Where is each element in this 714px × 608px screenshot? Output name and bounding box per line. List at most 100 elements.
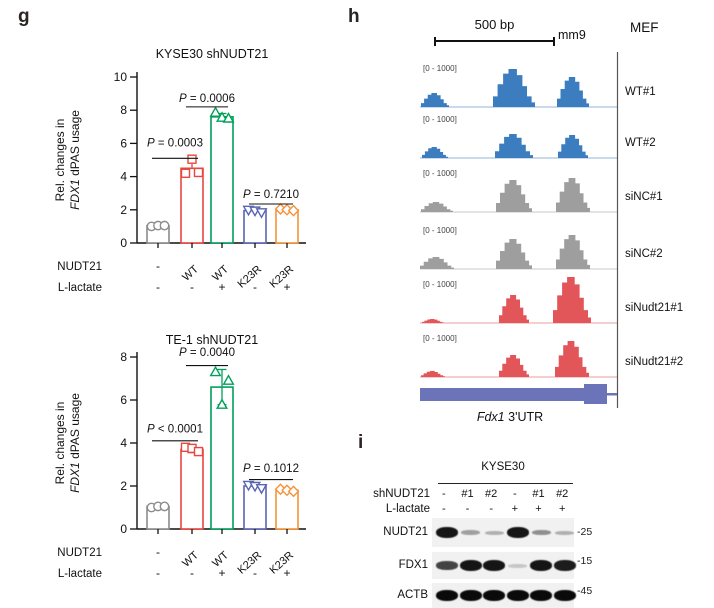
svg-text:[0 - 1000]: [0 - 1000]: [423, 169, 457, 178]
blot-band: [484, 530, 504, 535]
genome-build-label: mm9: [558, 28, 586, 42]
svg-text:[0 - 1000]: [0 - 1000]: [423, 64, 457, 73]
shnudt21-lane-values: - #1 #2 - #1 #2: [432, 488, 574, 500]
svg-text:L-lactate: L-lactate: [58, 282, 102, 294]
svg-text:P = 0.0040: P = 0.0040: [179, 347, 235, 359]
svg-text:K23R: K23R: [236, 263, 265, 290]
cell-line-header: KYSE30: [481, 461, 525, 473]
svg-text:10: 10: [114, 70, 128, 84]
svg-text:8: 8: [120, 350, 127, 364]
svg-text:siNC#2: siNC#2: [625, 248, 663, 260]
blot-band: [483, 590, 505, 601]
svg-text:K23R: K23R: [236, 549, 265, 576]
svg-text:Rel. changes in: Rel. changes in: [53, 119, 67, 202]
svg-text:WT#2: WT#2: [625, 137, 656, 149]
blot-label-fdx1: FDX1: [398, 559, 428, 571]
svg-text:siNudt21#1: siNudt21#1: [625, 302, 683, 314]
svg-text:[0 - 1000]: [0 - 1000]: [423, 226, 457, 235]
scalebar-left-tick: [434, 36, 436, 46]
svg-text:FDX1 dPAS usage: FDX1 dPAS usage: [68, 393, 82, 493]
svg-text:+: +: [218, 566, 225, 580]
svg-text:TE-1 shNUDT21: TE-1 shNUDT21: [166, 333, 258, 347]
blot-band: [530, 590, 552, 601]
svg-text:+: +: [283, 280, 290, 294]
blot-label-actb: ACTB: [397, 589, 428, 601]
svg-text:P < 0.0001: P < 0.0001: [147, 423, 203, 435]
lane-value: -: [465, 503, 470, 515]
svg-text:NUDT21: NUDT21: [57, 261, 102, 273]
header-underline: [438, 483, 573, 484]
mw-marker-15: -15: [577, 555, 593, 567]
svg-text:Rel. changes in: Rel. changes in: [53, 402, 67, 485]
svg-text:-: -: [156, 280, 160, 294]
svg-text:2: 2: [120, 203, 127, 217]
svg-text:4: 4: [120, 436, 127, 450]
lane-value: +: [558, 503, 566, 515]
svg-text:6: 6: [120, 136, 127, 150]
blot-label-nudt21: NUDT21: [383, 526, 428, 538]
svg-text:FDX1 dPAS usage: FDX1 dPAS usage: [68, 110, 82, 210]
bar-chart-kyse30: KYSE30 shNUDT21 0 2 4 6 8 10 Rel. changes in FDX…: [53, 47, 306, 294]
lane-value: -: [513, 488, 517, 500]
gene-region-label: 3'UTR: [504, 410, 544, 424]
svg-text:+: +: [283, 566, 290, 580]
lane-value: #2: [556, 488, 569, 500]
svg-text:P = 0.1012: P = 0.1012: [243, 463, 299, 475]
scalebar: [434, 36, 555, 46]
blot-band: [553, 590, 576, 601]
lactate-lane-values: - - - + + +: [432, 503, 574, 515]
mw-marker-45: -45: [577, 585, 593, 597]
blot-band: [555, 530, 574, 535]
svg-text:P = 0.7210: P = 0.7210: [243, 189, 299, 201]
svg-text:[0 - 1000]: [0 - 1000]: [423, 334, 457, 343]
mw-marker-25: -25: [577, 526, 593, 538]
blot-band: [436, 561, 458, 570]
blot-band: [436, 590, 458, 601]
blot-band: [436, 527, 458, 538]
panel-label-i: i: [358, 432, 364, 453]
scalebar-label: 500 bp: [474, 17, 515, 32]
panel-label-h: h: [348, 6, 360, 27]
lane-value: #2: [485, 488, 498, 500]
svg-text:-: -: [190, 566, 194, 580]
svg-text:P = 0.0006: P = 0.0006: [179, 93, 235, 105]
blot-band: [506, 527, 529, 538]
blot-strip-actb: [432, 583, 576, 608]
row-label-shnudt21: shNUDT21: [373, 488, 430, 500]
lane-value: +: [511, 503, 519, 515]
svg-text:-: -: [253, 280, 257, 294]
svg-text:0: 0: [120, 236, 127, 250]
svg-text:4: 4: [120, 170, 127, 184]
svg-text:L-lactate: L-lactate: [58, 568, 102, 580]
cell-type-label: MEF: [630, 20, 659, 35]
svg-text:-: -: [156, 566, 160, 580]
row-label-lactate: L-lactate: [385, 503, 430, 515]
svg-text:NUDT21: NUDT21: [57, 547, 102, 559]
lane-value: -: [442, 503, 446, 515]
svg-text:-: -: [156, 259, 160, 273]
panel-label-g: g: [18, 6, 30, 27]
coverage-tracks: [0 - 1000] WT#1 [0 - 1000] WT#2 [0 - 1000] si…: [420, 52, 683, 408]
bar-chart-te1: TE-1 shNUDT21 0 2 4 6 8 Rel. changes in FDX1 dP…: [53, 333, 306, 580]
blot-band: [483, 560, 505, 571]
svg-text:[0 - 1000]: [0 - 1000]: [423, 115, 457, 124]
blot-band: [531, 530, 551, 535]
svg-text:-: -: [253, 566, 257, 580]
svg-text:siNC#1: siNC#1: [625, 191, 663, 203]
svg-text:2: 2: [120, 479, 127, 493]
blot-band: [461, 530, 480, 535]
western-blot-panel: KYSE30 shNUDT21 - #1 #2 - #1 #2 L-lactat…: [350, 433, 680, 608]
svg-text:K23R: K23R: [268, 549, 297, 576]
blot-band: [553, 560, 576, 571]
svg-text:siNudt21#2: siNudt21#2: [625, 356, 683, 368]
svg-text:-: -: [190, 280, 194, 294]
gene-label: Fdx1 3'UTR: [420, 410, 600, 424]
svg-text:0: 0: [120, 522, 127, 536]
blot-strip-fdx1: [432, 552, 576, 579]
lane-value: #1: [461, 488, 474, 500]
scalebar-right-tick: [553, 36, 555, 46]
svg-text:K23R: K23R: [268, 263, 297, 290]
svg-text:-: -: [156, 545, 160, 559]
svg-text:[0 - 1000]: [0 - 1000]: [423, 280, 457, 289]
lane-value: #1: [532, 488, 545, 500]
